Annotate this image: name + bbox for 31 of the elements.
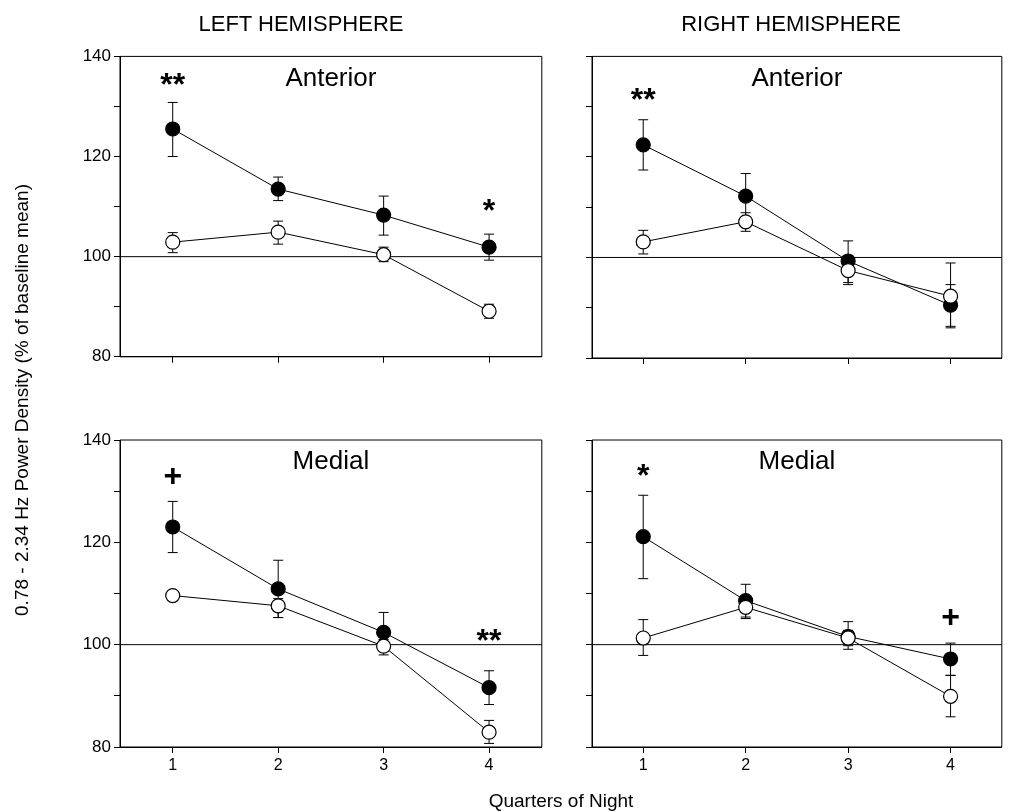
x-tick-label: 4 — [946, 756, 956, 774]
annotation: Anterior — [285, 61, 377, 92]
annotation: * — [637, 456, 650, 493]
y-axis-title: 0.78 - 2.34 Hz Power Density (% of baseline mean) — [11, 184, 33, 616]
annotation: + — [163, 456, 183, 493]
annotation: ** — [630, 81, 657, 118]
annotation: ** — [476, 622, 503, 659]
x-tick-label: 2 — [741, 756, 751, 774]
annotation: Medial — [758, 445, 836, 476]
y-tick-label: 120 — [82, 532, 111, 552]
chart-title: RIGHT HEMISPHERE — [681, 11, 901, 37]
x-tick-label: 2 — [273, 756, 283, 774]
y-tick-label: 80 — [92, 346, 111, 366]
annotation: Medial — [292, 445, 370, 476]
annotation: ** — [160, 66, 186, 103]
y-tick-label: 140 — [82, 46, 111, 66]
x-tick-label: 1 — [168, 756, 178, 774]
y-tick-label: 100 — [82, 246, 111, 266]
x-axis-title: Quarters of Night — [488, 790, 634, 812]
y-tick-label: 80 — [92, 736, 111, 756]
x-tick-label: 3 — [379, 756, 389, 774]
chart-title: LEFT HEMISPHERE — [198, 11, 404, 37]
annotation: * — [482, 192, 496, 229]
x-tick-label: 1 — [638, 756, 648, 774]
x-tick-label: 3 — [843, 756, 853, 774]
x-tick-label: 4 — [484, 756, 494, 774]
y-tick-label: 120 — [82, 146, 111, 166]
annotation: + — [941, 597, 960, 634]
y-tick-label: 140 — [82, 429, 111, 449]
annotation: Anterior — [751, 61, 843, 92]
y-tick-label: 100 — [82, 634, 111, 654]
